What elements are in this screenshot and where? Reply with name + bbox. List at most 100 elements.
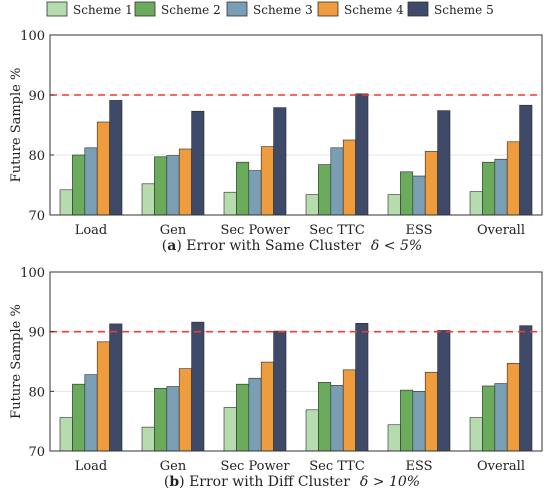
bar-scheme-3 bbox=[494, 158, 508, 216]
bar-scheme-1 bbox=[223, 191, 237, 216]
x-tick-label: Sec Power bbox=[220, 459, 290, 474]
bar-scheme-3 bbox=[84, 147, 98, 216]
y-axis-label: Future Sample % bbox=[9, 68, 24, 183]
legend-swatch bbox=[407, 1, 429, 17]
bar-scheme-5 bbox=[273, 107, 287, 216]
x-tick-label: ESS bbox=[405, 459, 432, 474]
bar-scheme-4 bbox=[342, 139, 356, 216]
legend-label: Scheme 5 bbox=[434, 3, 494, 17]
x-tick-label: Sec Power bbox=[220, 223, 290, 238]
y-tick-label: 100 bbox=[20, 29, 45, 44]
bar-scheme-3 bbox=[330, 147, 344, 216]
bar-scheme-3 bbox=[84, 374, 98, 452]
bar-scheme-1 bbox=[305, 409, 319, 452]
x-tick-label: Gen bbox=[160, 223, 187, 238]
bar-scheme-2 bbox=[400, 171, 414, 216]
bar-scheme-2 bbox=[482, 385, 496, 452]
caption-panel-label: b bbox=[169, 474, 179, 490]
bar-scheme-2 bbox=[482, 161, 496, 216]
bar-scheme-4 bbox=[506, 141, 520, 216]
caption-paren: ) bbox=[179, 474, 189, 490]
x-tick-label: Sec TTC bbox=[309, 459, 365, 474]
bar-scheme-4 bbox=[178, 148, 192, 216]
bar-scheme-5 bbox=[355, 323, 369, 452]
bar-scheme-3 bbox=[412, 175, 426, 216]
bar-scheme-4 bbox=[424, 151, 438, 216]
bar-scheme-4 bbox=[96, 121, 110, 216]
bar-scheme-1 bbox=[305, 194, 319, 216]
bar-scheme-4 bbox=[506, 362, 520, 452]
x-tick-label: Load bbox=[75, 223, 108, 238]
y-axis-label: Future Sample % bbox=[9, 304, 24, 419]
bar-scheme-2 bbox=[236, 161, 250, 216]
panel-caption: (b) Error with Diff Cluster δ > 10% bbox=[164, 474, 420, 490]
bar-scheme-2 bbox=[318, 164, 332, 216]
legend-swatch bbox=[317, 1, 339, 17]
caption-panel-label: a bbox=[167, 238, 176, 254]
legend-swatch bbox=[226, 1, 248, 17]
y-tick-label: 70 bbox=[28, 209, 45, 224]
bar-scheme-5 bbox=[519, 104, 533, 216]
x-tick-label: Load bbox=[75, 459, 108, 474]
bar-scheme-2 bbox=[154, 156, 168, 216]
bar-scheme-3 bbox=[494, 383, 508, 452]
bar-scheme-2 bbox=[400, 389, 414, 452]
legend-swatch bbox=[134, 1, 156, 17]
y-tick-label: 90 bbox=[28, 326, 45, 341]
caption-paren: ) bbox=[176, 238, 186, 254]
bar-scheme-1 bbox=[59, 189, 73, 216]
chart-panel-b: 70 80 90 100 Load Gen Sec Power Sec TTC ESS Overa… bbox=[9, 266, 543, 490]
x-tick-label: ESS bbox=[405, 223, 432, 238]
bar-scheme-1 bbox=[469, 191, 483, 216]
y-tick-label: 100 bbox=[20, 266, 45, 281]
y-tick-label: 90 bbox=[28, 89, 45, 104]
bar-scheme-5 bbox=[273, 330, 287, 452]
caption-math: δ < 5% bbox=[371, 238, 422, 254]
chart-panel-a: 70 80 90 100 Load Gen Sec Power Sec TTC ESS Overa… bbox=[9, 29, 543, 254]
bar-scheme-3 bbox=[330, 385, 344, 452]
bar-scheme-5 bbox=[109, 323, 123, 452]
plot-frame bbox=[49, 34, 543, 216]
plot-frame bbox=[49, 271, 543, 452]
panel-caption: (a) Error with Same Cluster δ < 5% bbox=[162, 238, 422, 254]
y-tick-label: 70 bbox=[28, 445, 45, 460]
bar-scheme-2 bbox=[154, 388, 168, 452]
bar-scheme-2 bbox=[236, 383, 250, 452]
bar-scheme-5 bbox=[437, 110, 451, 216]
legend: Scheme 1 Scheme 2 Scheme 3 Scheme 4 Scheme 5 bbox=[46, 1, 494, 17]
bar-scheme-3 bbox=[248, 377, 262, 452]
caption-text: Error with Diff Cluster bbox=[189, 474, 350, 490]
caption-paren: ( bbox=[162, 238, 167, 254]
bar-scheme-3 bbox=[166, 386, 180, 452]
bar-scheme-5 bbox=[191, 321, 205, 452]
bar-scheme-2 bbox=[72, 154, 86, 216]
y-tick-label: 80 bbox=[28, 149, 45, 164]
bar-scheme-3 bbox=[166, 155, 180, 216]
y-tick-label: 80 bbox=[28, 385, 45, 400]
bar-scheme-2 bbox=[72, 383, 86, 452]
legend-label: Scheme 3 bbox=[253, 3, 313, 17]
x-tick-label: Overall bbox=[477, 223, 525, 238]
bar-scheme-1 bbox=[387, 424, 401, 452]
bar-scheme-1 bbox=[223, 407, 237, 452]
bar-scheme-3 bbox=[248, 170, 262, 216]
bar-scheme-5 bbox=[191, 110, 205, 216]
x-tick-label: Overall bbox=[477, 459, 525, 474]
bar-scheme-1 bbox=[387, 194, 401, 216]
bar-scheme-5 bbox=[355, 93, 369, 216]
bar-scheme-3 bbox=[412, 391, 426, 452]
bar-scheme-1 bbox=[59, 417, 73, 452]
bar-scheme-4 bbox=[260, 361, 274, 452]
bar-scheme-1 bbox=[141, 426, 155, 452]
legend-label: Scheme 2 bbox=[161, 3, 221, 17]
legend-label: Scheme 1 bbox=[73, 3, 133, 17]
bar-scheme-4 bbox=[424, 371, 438, 452]
bar-scheme-4 bbox=[96, 341, 110, 452]
bar-scheme-4 bbox=[178, 368, 192, 452]
caption-math: δ > 10% bbox=[360, 474, 420, 490]
x-tick-label: Gen bbox=[160, 459, 187, 474]
caption-text: Error with Same Cluster bbox=[186, 238, 361, 254]
bar-scheme-2 bbox=[318, 382, 332, 452]
legend-swatch bbox=[46, 1, 68, 17]
